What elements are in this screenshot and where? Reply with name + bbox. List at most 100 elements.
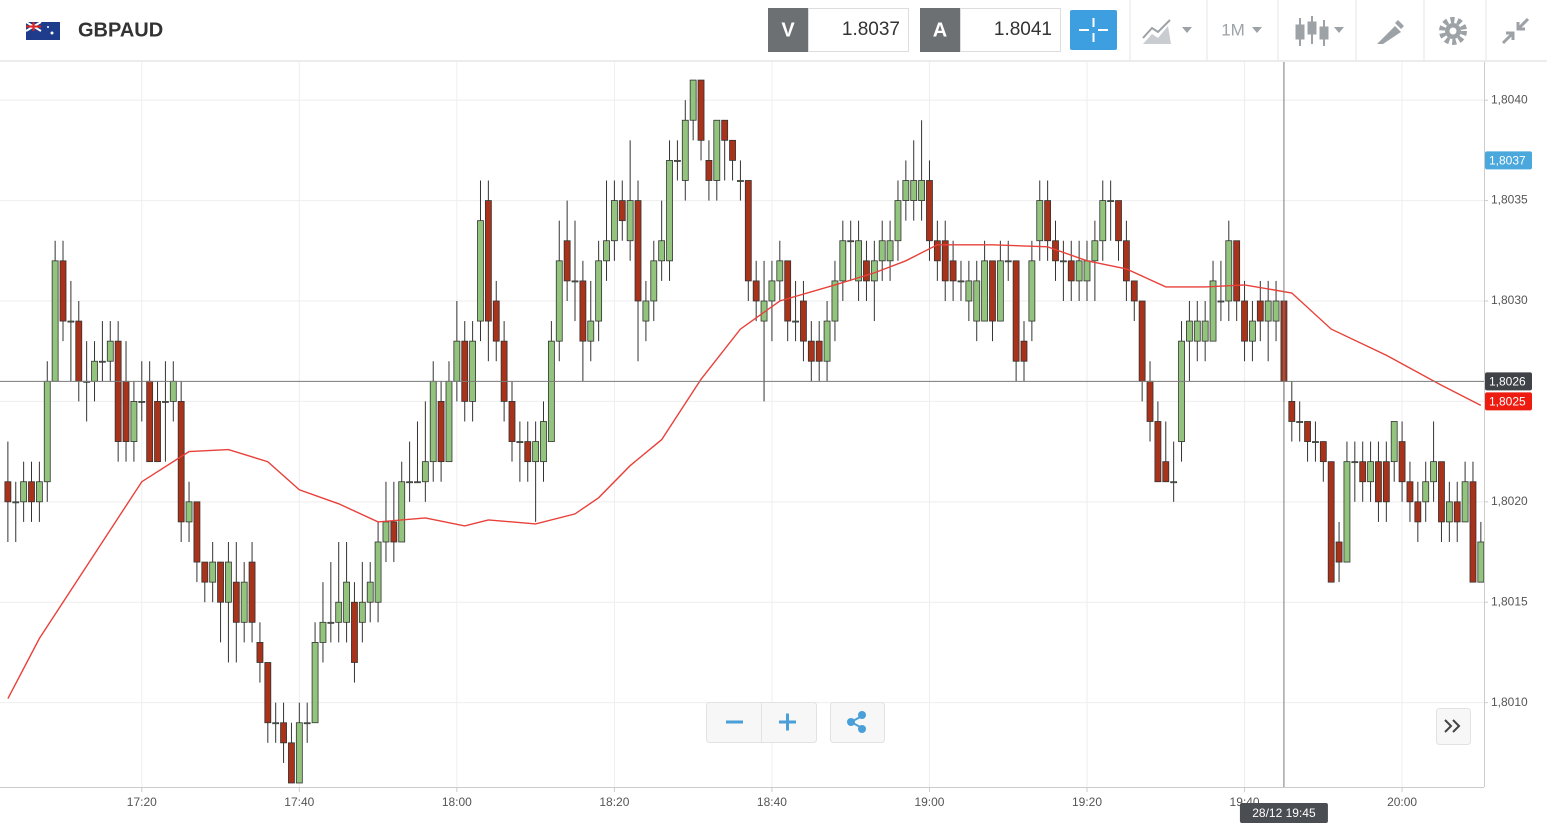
candle-body [563,240,571,282]
ask-label: A [933,19,947,41]
candle-body [343,581,350,623]
x-tick-label: 19:20 [1072,795,1102,809]
candle-body [878,240,886,262]
candle-body [382,521,390,543]
candle-body [626,200,634,242]
bid-box [808,8,909,52]
candle-body [162,401,169,403]
draw-button[interactable] [1377,20,1404,44]
candle-body [1178,340,1185,442]
candle-body [689,79,697,121]
zoom-in-button[interactable] [779,713,796,731]
candle-body [1012,260,1020,362]
candle-body [1138,300,1146,382]
chart-type-button[interactable] [1142,19,1192,44]
bid-button[interactable] [768,8,808,52]
candle-body [1130,280,1138,302]
candle-body [1469,481,1477,583]
candle-body [232,581,240,623]
scroll-right-button[interactable] [1444,719,1461,733]
candle-type-button[interactable] [1295,16,1344,46]
x-tick-label: 20:00 [1387,795,1417,809]
candle-body [555,260,563,342]
candle-body [1327,461,1335,583]
separators [1129,0,1487,61]
candle-body [1249,320,1256,342]
candle-body [815,340,823,362]
candle-body [760,300,768,322]
y-tick-label: 1,8040 [1491,92,1528,106]
candle-body [776,260,784,282]
candle-body [642,300,650,322]
candle-body [461,340,469,402]
candle-body [579,280,587,342]
candle-body [177,401,185,523]
candle-body [1122,240,1130,282]
candle-body [595,260,603,322]
candle-body [1390,421,1398,463]
ask-button[interactable] [920,8,960,52]
candle-body [477,220,484,322]
x-tick-label: 18:20 [599,795,629,809]
candle-body [768,280,776,302]
candle-body [445,380,453,463]
candle-body [43,380,51,483]
collapse-button[interactable] [1501,17,1530,45]
candle-body [721,119,729,141]
candle-body [784,260,792,322]
candle-body [1335,541,1343,563]
timeframe[interactable]: 1M [1221,20,1245,39]
ask-box [960,8,1061,52]
crosshair-y-label: 1,8026 [1489,374,1526,388]
candle-body [311,642,319,724]
candle-body [146,380,154,463]
candle-body [926,180,933,242]
y-tick-label: 1,8015 [1491,594,1528,608]
candle-body [1430,461,1437,483]
share-button[interactable] [847,711,866,733]
crosshair-button[interactable] [1070,10,1117,50]
candle-body [248,561,256,623]
candle-body [666,160,673,262]
candle-body [1075,260,1083,282]
candle-body [1461,481,1469,523]
candle-body [225,561,232,603]
candle-body [1233,240,1241,302]
candle-body [358,601,366,623]
candle-body [429,380,437,463]
candle-body [1028,260,1036,322]
candle-body [831,280,839,322]
y-tick-label: 1,8035 [1491,193,1528,207]
candle-body [1296,421,1304,423]
candle-body [1186,320,1193,342]
candle-body [792,320,799,323]
candle-body [1115,200,1122,242]
candle-body [1020,340,1028,362]
share-panel [830,702,885,743]
candle-body [1445,501,1453,523]
candle-body [508,401,516,442]
candle-body [1398,441,1406,483]
candle-body [1264,300,1272,322]
candle-body [1414,501,1422,523]
candle-body [28,481,35,503]
candle-body [91,360,98,382]
candle-body [1438,461,1445,523]
candle-body [1288,401,1296,422]
candle-body [989,260,996,322]
candle-body [319,621,327,643]
candle-body [941,240,949,282]
x-tick-label: 17:40 [284,795,314,809]
x-tick-label: 18:40 [757,795,787,809]
candle-body [484,200,492,322]
candle-body [894,200,902,242]
candle-body [847,240,855,243]
candle-body [1162,461,1170,483]
candle-body [1170,481,1178,484]
settings-button[interactable] [1439,17,1467,45]
candle-body [863,260,870,282]
candle-body [516,441,524,443]
candle-body [492,300,500,342]
candle-body [1319,441,1327,463]
candle-body [138,401,146,403]
